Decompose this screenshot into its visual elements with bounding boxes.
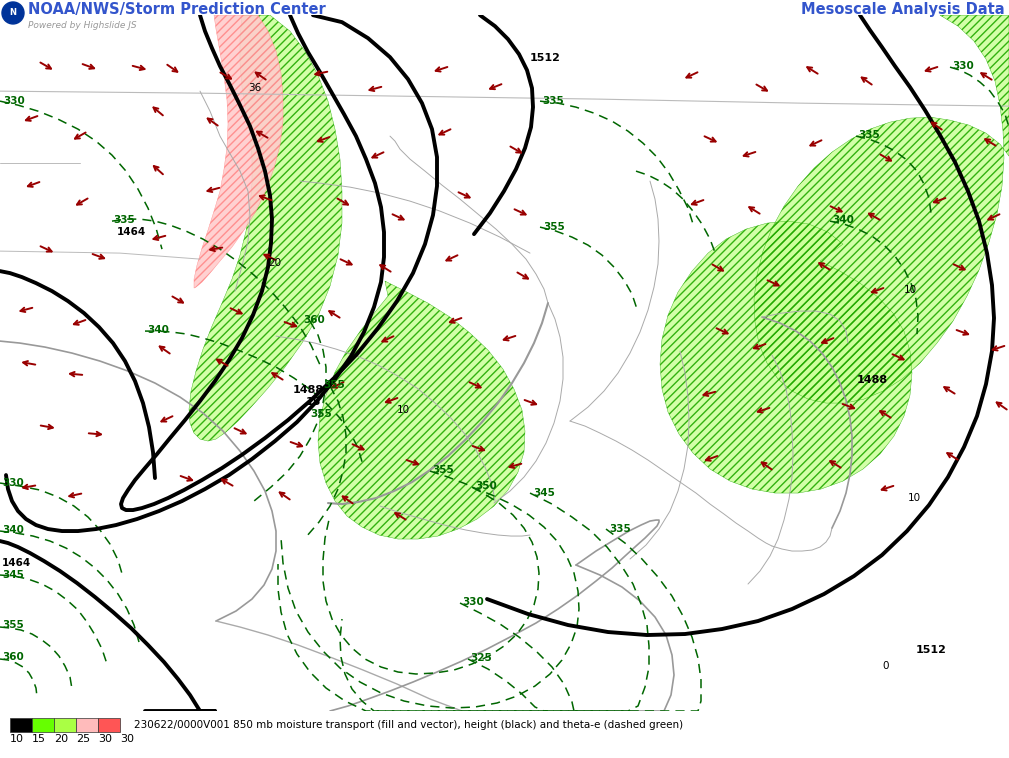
- Text: 345: 345: [533, 488, 555, 498]
- Polygon shape: [660, 221, 912, 493]
- Text: 1512: 1512: [916, 645, 946, 655]
- Text: N: N: [9, 8, 16, 17]
- Text: 355: 355: [543, 222, 565, 232]
- Text: 25: 25: [76, 734, 90, 744]
- Text: Powered by Highslide JS: Powered by Highslide JS: [28, 21, 136, 30]
- Text: 335: 335: [858, 130, 880, 140]
- Text: Mesoscale Analysis Data: Mesoscale Analysis Data: [801, 2, 1005, 17]
- Text: 335: 335: [609, 524, 631, 534]
- Text: 335: 335: [113, 215, 135, 225]
- Text: 330: 330: [2, 478, 24, 488]
- Text: 340: 340: [2, 525, 24, 535]
- Text: 330: 330: [952, 61, 974, 71]
- Text: 355: 355: [310, 409, 332, 419]
- Text: NOAA/NWS/Storm Prediction Center: NOAA/NWS/Storm Prediction Center: [28, 2, 326, 17]
- Text: 360: 360: [303, 315, 325, 325]
- Text: 355: 355: [2, 620, 24, 630]
- Text: 355: 355: [432, 465, 454, 475]
- Text: 10: 10: [904, 285, 917, 295]
- Text: 350: 350: [475, 481, 496, 491]
- Text: 230622/0000V001 850 mb moisture transport (fill and vector), height (black) and : 230622/0000V001 850 mb moisture transpor…: [134, 720, 683, 730]
- Text: 325: 325: [470, 653, 491, 663]
- Text: 1464: 1464: [117, 227, 146, 237]
- Text: 30: 30: [120, 734, 134, 744]
- Text: 10: 10: [908, 493, 921, 503]
- Text: 360: 360: [2, 652, 24, 662]
- Text: 1464: 1464: [2, 558, 31, 568]
- Text: 10: 10: [10, 734, 24, 744]
- Bar: [32, 718, 54, 732]
- Text: 30: 30: [98, 734, 112, 744]
- Text: 1488: 1488: [857, 375, 888, 385]
- Circle shape: [2, 2, 24, 24]
- Text: 335: 335: [542, 96, 564, 106]
- Text: 15: 15: [306, 397, 322, 407]
- Text: 36: 36: [248, 83, 261, 93]
- Text: 20: 20: [268, 258, 282, 268]
- Text: 340: 340: [147, 325, 169, 335]
- Text: 15: 15: [32, 734, 46, 744]
- Bar: [54, 718, 76, 732]
- Polygon shape: [754, 15, 1009, 403]
- Bar: [10, 718, 32, 732]
- Polygon shape: [189, 15, 342, 441]
- Text: 340: 340: [832, 215, 854, 225]
- Text: 20: 20: [54, 734, 69, 744]
- Bar: [98, 718, 120, 732]
- Text: 1512: 1512: [530, 53, 561, 63]
- Polygon shape: [318, 281, 525, 539]
- Polygon shape: [194, 15, 283, 288]
- Text: 10: 10: [397, 405, 410, 415]
- Text: 1488: 1488: [293, 385, 324, 395]
- Bar: [76, 718, 98, 732]
- Text: 0: 0: [882, 661, 889, 671]
- Text: 330: 330: [462, 597, 483, 607]
- Text: 355: 355: [323, 380, 345, 390]
- Text: 330: 330: [3, 96, 25, 106]
- Text: 345: 345: [2, 570, 24, 580]
